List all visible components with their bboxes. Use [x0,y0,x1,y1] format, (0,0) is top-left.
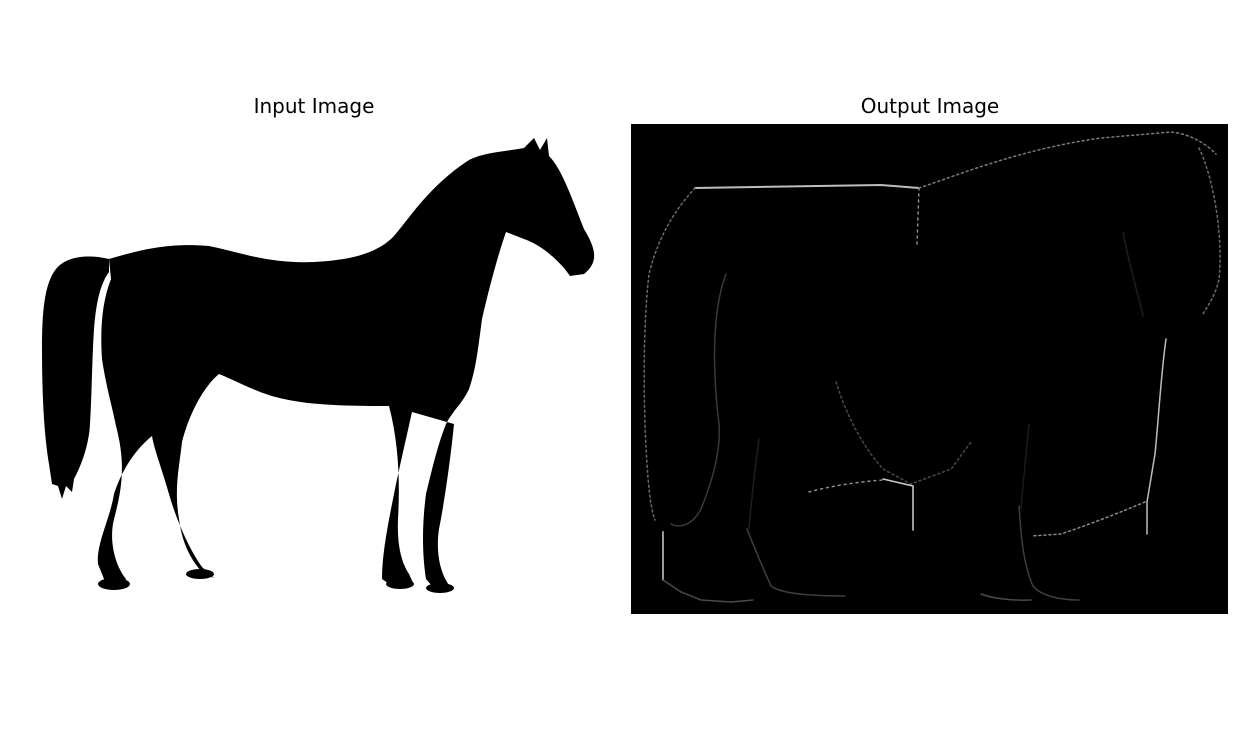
edge-left [643,187,696,521]
edge-inner-vertical [916,187,920,245]
edge-inner-faint-2 [1122,231,1144,317]
edge-inner-curve-1 [670,273,727,527]
edge-inner-bright-mid [882,478,914,531]
edge-inner-faint-3 [1020,423,1030,510]
edge-bottom-right-diag [1030,501,1146,537]
edge-bottom-mid-right [1018,505,1080,601]
edge-right-lower [1146,338,1167,535]
edge-inner-faint-1 [748,438,760,530]
output-image-title: Output Image [860,94,1000,118]
hoof-back-left [98,578,130,590]
hoof-back-right [186,569,214,579]
input-image-title: Input Image [253,94,375,118]
horse-silhouette-image [42,138,595,593]
edge-inner-curve-2 [835,381,972,485]
edge-top-right [918,131,1217,189]
edge-inner-mid-dots [808,479,884,493]
horse-body [97,138,595,591]
hoof-front-left [386,579,414,589]
hoof-front-right [426,583,454,593]
edge-top [694,183,920,189]
horse-tail [42,256,109,499]
distorted-edge-map-image [643,131,1221,603]
edge-right [1198,147,1221,315]
edge-bottom-mid-left [746,528,846,597]
edge-bottom-left [662,579,754,603]
input-image-panel [14,124,611,614]
edge-bottom-right-base [980,593,1032,601]
output-image-panel [631,124,1228,614]
